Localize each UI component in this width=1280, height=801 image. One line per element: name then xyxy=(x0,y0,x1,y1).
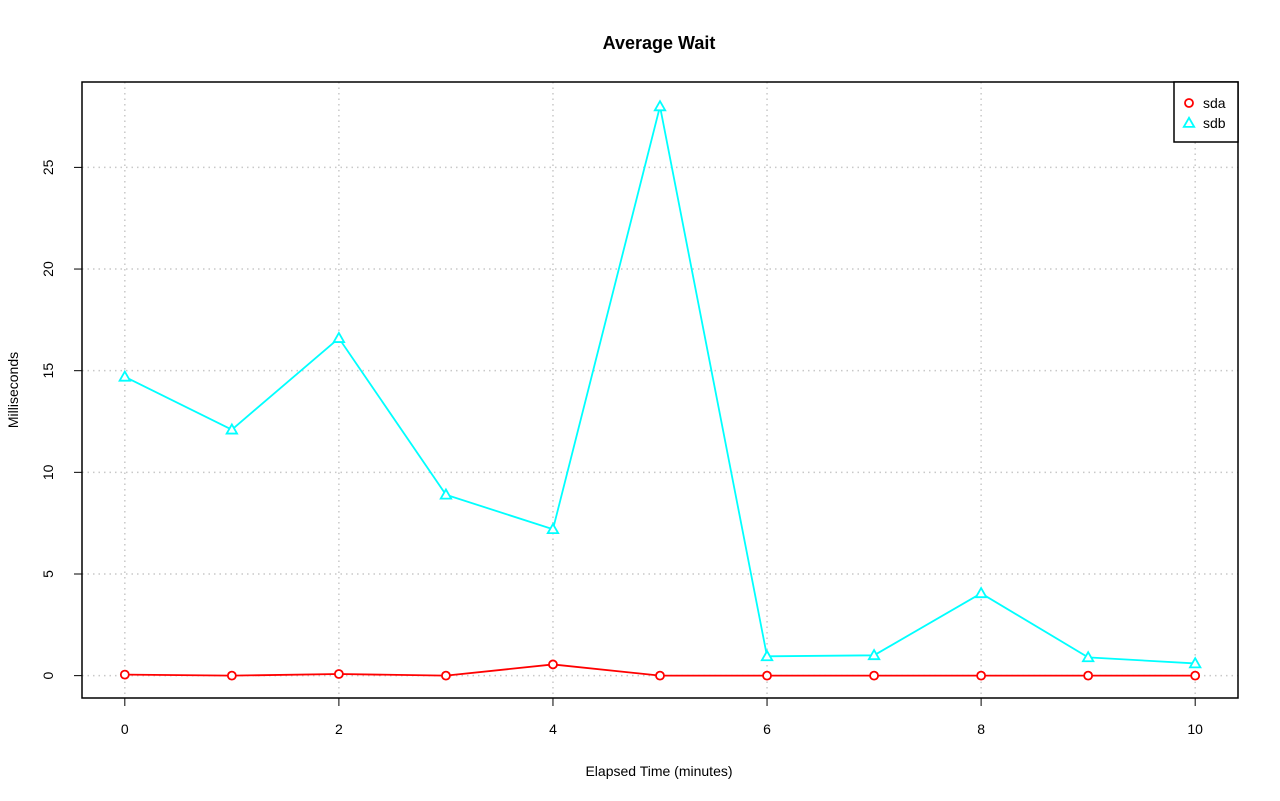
x-tick-label: 2 xyxy=(335,721,343,737)
series-sdb xyxy=(118,99,1202,669)
y-tick-label: 20 xyxy=(40,261,56,277)
series-line-sdb xyxy=(124,106,1196,665)
x-tick-label: 6 xyxy=(763,721,771,737)
data-point-sdb xyxy=(1188,656,1202,669)
data-point-sdb xyxy=(1081,650,1095,663)
x-tick-label: 8 xyxy=(977,721,985,737)
data-point-sda xyxy=(976,670,987,681)
y-tick-label: 15 xyxy=(40,363,56,379)
data-point-sdb xyxy=(653,99,667,112)
x-axis-label: Elapsed Time (minutes) xyxy=(585,763,732,779)
data-point-sdb xyxy=(118,369,132,382)
data-point-sdb xyxy=(546,522,560,535)
data-point-sdb xyxy=(332,331,346,343)
data-point-sdb xyxy=(867,648,881,661)
legend-label-sdb: sdb xyxy=(1203,115,1226,131)
chart-title: Average Wait xyxy=(603,33,716,53)
x-tick-label: 10 xyxy=(1187,721,1203,737)
y-tick-label: 25 xyxy=(40,159,56,175)
grid xyxy=(82,82,1238,698)
data-point-sda xyxy=(226,670,237,681)
data-point-sda xyxy=(548,659,558,670)
data-point-sdb xyxy=(439,487,453,500)
series-layer xyxy=(118,99,1202,681)
data-point-sdb xyxy=(760,649,774,662)
data-point-sda xyxy=(1083,670,1094,681)
series-sda xyxy=(119,659,1201,681)
data-point-sda xyxy=(441,670,451,681)
data-point-sda xyxy=(119,669,130,680)
legend: sda sdb xyxy=(1173,81,1239,143)
legend-box xyxy=(1173,81,1239,143)
y-tick-label: 10 xyxy=(40,464,56,480)
data-point-sda xyxy=(869,670,879,681)
y-axis: 0 5 10 15 20 25 xyxy=(40,159,82,680)
legend-marker-sdb xyxy=(1182,115,1196,128)
x-axis: 0 2 4 6 8 10 xyxy=(121,698,1203,737)
legend-label-sda: sda xyxy=(1203,95,1226,111)
data-point-sdb xyxy=(225,422,239,435)
y-tick-label: 0 xyxy=(40,672,56,680)
data-point-sda xyxy=(655,670,665,681)
legend-marker-sda xyxy=(1184,98,1194,108)
y-tick-label: 5 xyxy=(40,570,56,578)
y-axis-label: Milliseconds xyxy=(5,352,21,428)
data-point-sda xyxy=(1190,670,1201,681)
plot-frame xyxy=(81,81,1239,699)
data-point-sda xyxy=(333,669,344,679)
data-point-sda xyxy=(762,670,772,681)
x-tick-label: 4 xyxy=(549,721,557,737)
x-tick-label: 0 xyxy=(121,721,129,737)
data-point-sdb xyxy=(974,586,988,599)
